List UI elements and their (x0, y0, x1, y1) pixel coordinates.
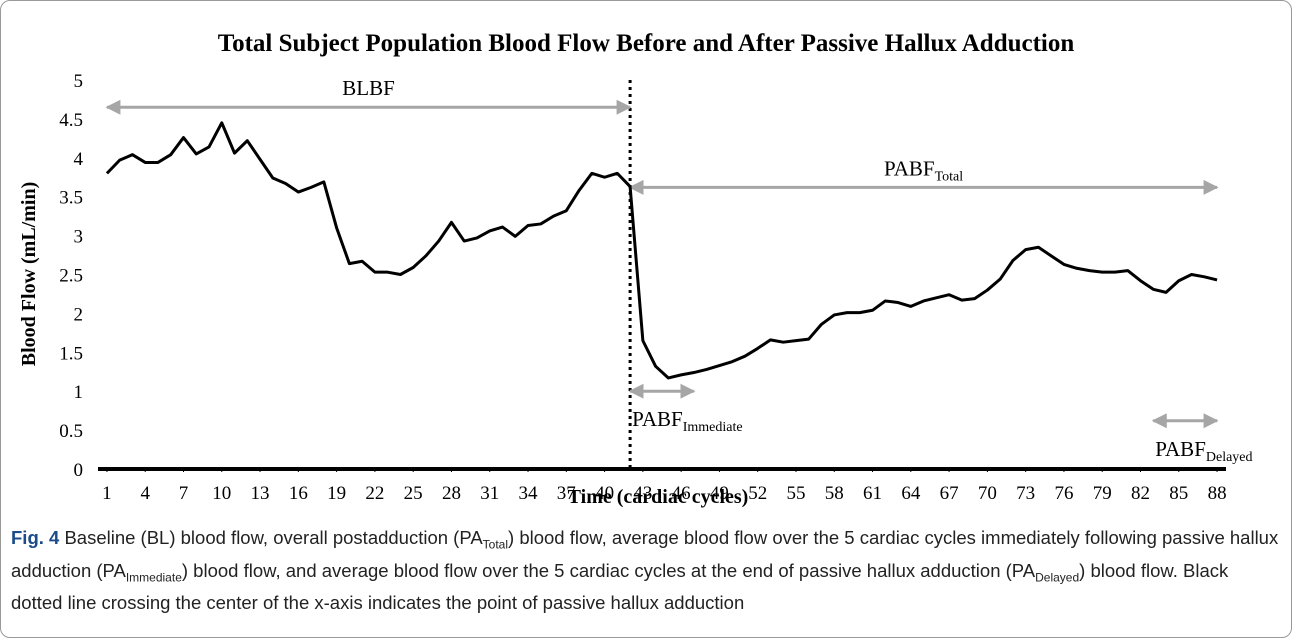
y-tick-label: 1 (74, 382, 84, 403)
x-axis-label: Time (cardiac cycles) (568, 486, 749, 508)
caption-sub: Immediate (125, 570, 182, 585)
y-tick-label: 2 (74, 304, 84, 325)
x-tick-label: 31 (480, 483, 499, 504)
x-tick-label: 49 (710, 483, 729, 504)
y-tick-label: 0.5 (59, 421, 83, 442)
annotation-text: PABF (884, 156, 935, 180)
annotation-sub: Total (935, 169, 964, 184)
x-tick-label: 82 (1131, 483, 1150, 504)
caption: Fig. 4 Baseline (BL) blood flow, overall… (11, 525, 1281, 616)
y-tick-label: 1.5 (59, 343, 83, 364)
x-tick-label: 4 (140, 483, 150, 504)
x-tick-label: 67 (940, 483, 959, 504)
x-tick-label: 88 (1208, 483, 1227, 504)
x-tick-label: 25 (404, 483, 423, 504)
annotation-label: PABFTotal (884, 156, 963, 184)
x-tick-label: 19 (327, 483, 346, 504)
x-tick-label: 13 (251, 483, 270, 504)
annotation-sub: Immediate (683, 420, 743, 435)
caption-text: ) blood flow, and average blood flow ove… (181, 559, 1036, 581)
x-tick-label: 85 (1169, 483, 1188, 504)
data-line (105, 121, 1218, 380)
x-tick-label: 34 (519, 483, 539, 504)
x-tick-label: 43 (633, 483, 652, 504)
annotation-label: BLBF (342, 76, 395, 100)
x-tick-label: 61 (863, 483, 882, 504)
y-tick-label: 0 (74, 460, 84, 481)
x-tick-label: 37 (557, 483, 576, 504)
annotation-label: PABFDelayed (1155, 437, 1252, 465)
caption-text: Baseline (BL) blood flow, overall postad… (59, 527, 483, 548)
x-tick-label: 52 (748, 483, 767, 504)
x-tick-label: 10 (212, 483, 231, 504)
y-tick-label: 5 (74, 71, 84, 92)
chart-title: Total Subject Population Blood Flow Befo… (218, 30, 1075, 57)
y-axis-label: Blood Flow (mL/min) (18, 182, 40, 366)
x-tick-label: 64 (901, 483, 921, 504)
annotation-sub: Delayed (1206, 450, 1253, 465)
x-tick-label: 79 (1093, 483, 1112, 504)
caption-sub: Delayed (1035, 570, 1080, 585)
annotation-text: BLBF (342, 76, 395, 100)
x-tick-label: 40 (595, 483, 614, 504)
x-tick-label: 46 (672, 483, 691, 504)
x-tick-label: 58 (825, 483, 844, 504)
caption-label: Fig. 4 (11, 527, 60, 548)
x-tick-label: 73 (1016, 483, 1035, 504)
x-tick-label: 7 (179, 483, 189, 504)
y-tick-label: 4.5 (59, 110, 83, 131)
caption-text: ) blood flow, average blood flow over th… (11, 527, 1279, 581)
x-tick-label: 1 (102, 483, 112, 504)
y-tick-label: 4 (74, 149, 84, 170)
caption-sub: Total (482, 537, 509, 552)
annotation-text: PABF (632, 407, 683, 431)
y-tick-label: 2.5 (59, 266, 83, 287)
x-tick-label: 28 (442, 483, 461, 504)
x-tick-label: 22 (365, 483, 384, 504)
y-tick-label: 3 (74, 227, 84, 248)
x-tick-label: 55 (786, 483, 805, 504)
chart: Total Subject Population Blood Flow Befo… (18, 30, 1253, 508)
caption-text: ) blood flow. Black dotted line crossing… (11, 559, 1229, 614)
annotation-label: PABFImmediate (632, 407, 742, 435)
x-tick-label: 16 (289, 483, 308, 504)
annotation-text: PABF (1155, 437, 1206, 461)
x-tick-label: 76 (1054, 483, 1073, 504)
y-tick-label: 3.5 (59, 188, 83, 209)
x-tick-label: 70 (978, 483, 997, 504)
